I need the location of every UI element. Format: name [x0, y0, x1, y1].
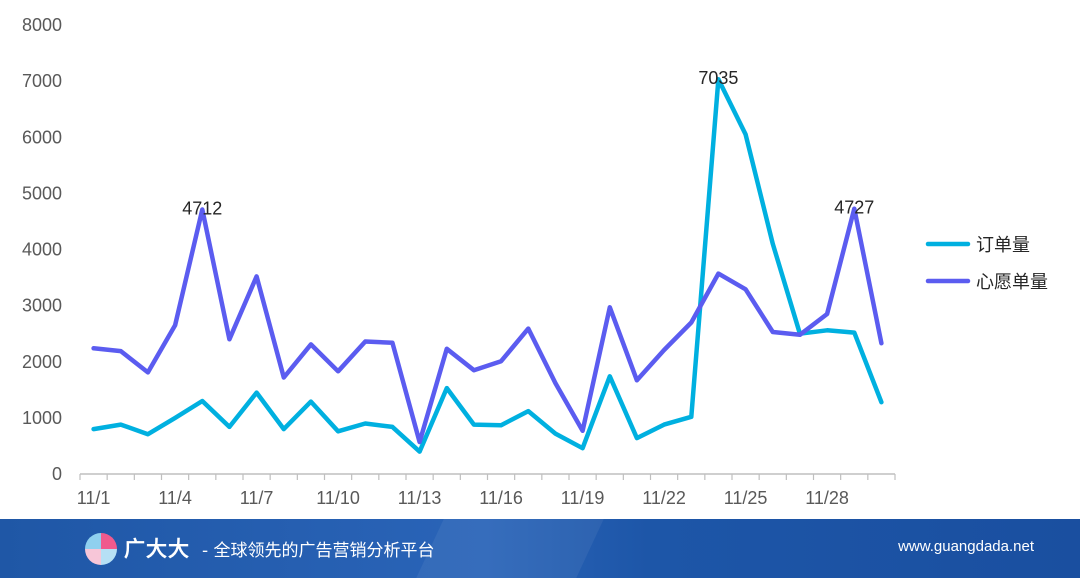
- data-labels: 7035 4712 4727: [182, 68, 874, 218]
- x-tick-label: 11/25: [724, 488, 768, 508]
- y-tick-label: 1000: [22, 408, 62, 428]
- x-tick-label: 11/22: [642, 488, 686, 508]
- footer-brand: 广大大: [124, 537, 190, 561]
- x-tick-label: 11/13: [398, 488, 442, 508]
- x-tick-label: 11/19: [561, 488, 605, 508]
- y-tick-label: 8000: [22, 15, 62, 35]
- footer-url[interactable]: www.guangdada.net: [898, 538, 1034, 555]
- footer-tagline: - 全球领先的广告营销分析平台: [202, 541, 435, 561]
- legend-label: 心愿单量: [976, 272, 1048, 293]
- y-tick-label: 4000: [22, 240, 62, 260]
- x-tick-label: 11/10: [316, 488, 360, 508]
- y-tick-label: 0: [52, 464, 62, 484]
- x-axis: 11/1 11/4 11/7 11/10 11/13 11/16 11/19 11/22 11/…: [77, 473, 896, 508]
- legend-label: 订单量: [976, 235, 1030, 256]
- footer-banner: 广大大 - 全球领先的广告营销分析平台 www.guangdada.net: [0, 519, 1080, 578]
- y-tick-label: 3000: [22, 296, 62, 316]
- x-tick-label: 11/16: [479, 488, 523, 508]
- y-tick-label: 5000: [22, 183, 62, 203]
- data-label: 7035: [698, 68, 738, 88]
- footer-decoration: [416, 519, 604, 578]
- x-tick-label: 11/7: [240, 488, 274, 508]
- data-label: 4712: [182, 199, 222, 219]
- x-tick-label: 11/28: [805, 488, 849, 508]
- data-label: 4727: [834, 198, 874, 218]
- series-line-1: [91, 76, 884, 454]
- series-line-2: [91, 206, 884, 445]
- y-tick-label: 2000: [22, 352, 62, 372]
- y-axis: 0 1000 2000 3000 4000 5000 6000 7000 8000: [22, 15, 62, 484]
- y-tick-label: 7000: [22, 71, 62, 91]
- x-tick-label: 11/4: [158, 488, 192, 508]
- series-layer: [91, 76, 884, 454]
- pie-logo-icon: [85, 533, 117, 565]
- x-tick-label: 11/1: [77, 488, 111, 508]
- y-tick-label: 6000: [22, 127, 62, 147]
